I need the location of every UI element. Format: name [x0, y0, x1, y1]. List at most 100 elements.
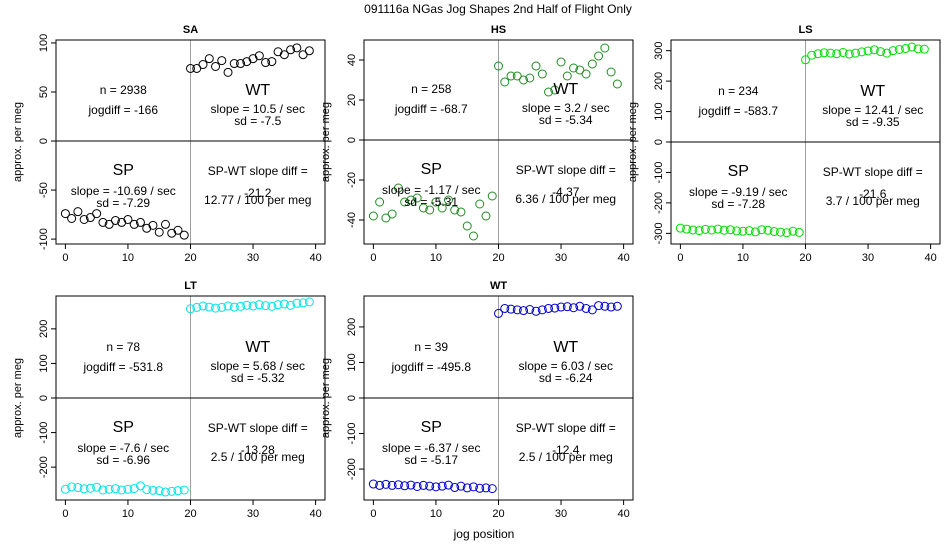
x-tick-label: 40: [617, 508, 629, 520]
data-point: [544, 87, 554, 97]
data-point: [901, 44, 911, 54]
y-tick-label: -200: [38, 456, 50, 478]
data-point: [173, 225, 183, 235]
data-point: [694, 226, 704, 236]
data-point: [468, 231, 478, 241]
data-point: [236, 59, 246, 69]
data-point: [462, 483, 472, 493]
y-tick-label: -50: [38, 182, 50, 198]
y-tick-label: -100: [653, 161, 665, 183]
data-point: [186, 63, 195, 73]
data-point: [67, 214, 77, 223]
data-point: [198, 60, 208, 70]
data-point: [832, 49, 842, 59]
data-point: [79, 214, 89, 224]
data-point: [456, 481, 466, 491]
x-tick-label: 20: [184, 508, 196, 520]
data-point: [556, 302, 566, 312]
x-tick-label: 30: [862, 252, 874, 264]
annotation-sp-label: SP: [113, 162, 134, 179]
data-point: [431, 482, 441, 492]
x-tick-label: 0: [370, 252, 376, 264]
annotation-diff-value: -21.6: [859, 187, 887, 201]
data-point: [688, 225, 698, 235]
data-point: [123, 214, 133, 224]
data-point: [863, 46, 873, 56]
data-point: [412, 193, 422, 203]
data-point: [468, 482, 478, 492]
data-point: [135, 217, 145, 227]
data-point: [494, 308, 503, 318]
data-point: [304, 46, 314, 56]
data-point: [450, 205, 460, 215]
annotation-wt-sd: sd = -7.5: [234, 114, 281, 128]
annotation-diff-label: SP-WT slope diff =: [208, 164, 308, 178]
data-point: [368, 211, 378, 221]
y-tick-label: 200: [653, 72, 665, 90]
annotation-sp-sd: sd = -7.29: [96, 196, 150, 210]
data-point: [750, 227, 760, 237]
panel-sa: SA approx. per meg 0 10 20 30 40 100 50 0 -50 -100 n…: [12, 24, 326, 264]
data-point: [393, 183, 403, 193]
data-point: [443, 195, 453, 205]
data-point: [682, 224, 692, 234]
data-point: [292, 43, 302, 53]
data-point: [400, 197, 410, 207]
y-tick-label: -300: [653, 222, 665, 244]
data-point: [387, 209, 397, 219]
annotation-sp-sd: sd = -5.17: [404, 453, 458, 467]
data-point: [387, 480, 397, 490]
data-point: [73, 207, 83, 217]
data-point: [179, 485, 189, 495]
data-point: [104, 219, 114, 229]
x-tick-label: 0: [62, 252, 68, 264]
data-point: [217, 56, 227, 66]
data-point: [807, 50, 817, 60]
data-point: [494, 61, 503, 71]
data-point: [254, 51, 264, 61]
data-point: [506, 71, 516, 81]
x-tick-label: 40: [924, 252, 936, 264]
data-point: [544, 303, 554, 313]
x-tick-label: 0: [370, 508, 376, 520]
annotation-wt-slope: slope = 6.03 / sec: [519, 359, 613, 373]
data-point: [556, 57, 566, 67]
data-point: [406, 480, 416, 490]
data-point: [279, 299, 289, 309]
data-point: [606, 67, 616, 77]
y-tick-label: 40: [346, 54, 358, 66]
data-point: [675, 223, 685, 233]
y-tick-label: -100: [346, 423, 358, 445]
data-point: [431, 197, 441, 207]
data-point: [600, 301, 610, 311]
data-point: [519, 75, 529, 85]
panel-ls: LS approx. per meg 0 10 20 30 40 300 200 100 0 -100…: [627, 24, 941, 264]
data-point: [60, 209, 70, 219]
data-point: [98, 217, 108, 227]
panel-title: WT: [490, 280, 507, 292]
annotation-wt-slope: slope = 5.68 / sec: [211, 359, 305, 373]
data-point: [123, 484, 133, 494]
annotation-diff-per: 3.7 / 100 per meg: [826, 194, 920, 208]
data-point: [192, 63, 202, 73]
data-point: [267, 301, 277, 311]
data-point: [550, 85, 560, 95]
data-point: [581, 303, 591, 313]
y-tick-label: -20: [346, 172, 358, 188]
annotation-sp-slope: slope = -10.69 / sec: [71, 184, 176, 198]
data-point: [425, 205, 435, 215]
data-point: [512, 305, 522, 315]
data-point: [838, 47, 848, 57]
annotation-jogdiff: jogdiff = -166: [88, 103, 159, 117]
data-point: [412, 481, 422, 491]
data-point: [217, 302, 227, 312]
data-point: [531, 61, 541, 71]
annotation-n: n = 234: [718, 84, 759, 98]
y-tick-label: 0: [38, 395, 50, 401]
panel-title: LT: [184, 280, 197, 292]
data-point: [375, 480, 385, 490]
y-tick-label: 200: [346, 318, 358, 336]
x-tick-label: 20: [184, 252, 196, 264]
data-point: [85, 483, 95, 493]
panel-hs: HS approx. per meg 0 10 20 30 40 40 20 0 -20 -40 n =…: [320, 24, 634, 264]
